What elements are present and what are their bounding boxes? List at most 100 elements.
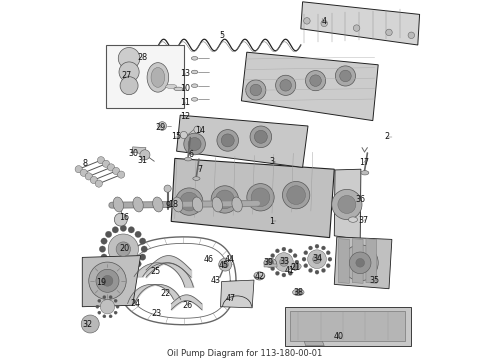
Text: 25: 25 [150,267,160,276]
Circle shape [310,75,321,86]
Circle shape [315,270,319,274]
Circle shape [315,244,319,248]
Circle shape [342,245,378,281]
Ellipse shape [166,84,176,89]
Text: 26: 26 [182,301,193,310]
Circle shape [356,258,365,267]
Circle shape [100,300,115,314]
Circle shape [90,176,98,184]
Circle shape [89,262,126,300]
Text: 31: 31 [137,156,147,165]
Circle shape [80,169,87,176]
Ellipse shape [192,197,203,212]
Text: 47: 47 [225,294,236,302]
Circle shape [140,238,146,244]
Text: 23: 23 [152,309,162,318]
Circle shape [119,62,139,82]
Polygon shape [339,239,349,283]
Circle shape [112,265,119,271]
Circle shape [328,257,332,261]
Circle shape [108,234,139,264]
Ellipse shape [192,57,198,60]
Text: 35: 35 [369,276,380,284]
Ellipse shape [192,70,198,74]
Circle shape [101,254,107,260]
Text: 46: 46 [204,256,214,264]
Text: 11: 11 [181,98,191,107]
Ellipse shape [185,157,192,161]
Circle shape [141,246,147,252]
Ellipse shape [172,197,183,212]
Circle shape [135,231,141,238]
Polygon shape [82,256,141,307]
Ellipse shape [113,197,123,212]
Circle shape [184,133,205,155]
Text: Oil Pump Diagram for 113-180-00-01: Oil Pump Diagram for 113-180-00-01 [168,349,322,358]
Text: 14: 14 [195,126,205,135]
Circle shape [105,261,112,267]
Text: 34: 34 [312,254,322,263]
Circle shape [99,246,106,252]
Circle shape [107,164,115,171]
Text: 33: 33 [280,256,290,265]
Text: 44: 44 [225,256,235,264]
Text: 30: 30 [128,149,138,158]
Circle shape [305,71,326,91]
Circle shape [275,75,296,95]
Text: 41: 41 [285,266,295,275]
Text: 15: 15 [172,132,182,141]
Circle shape [140,254,146,260]
Circle shape [282,247,286,251]
Circle shape [304,18,310,24]
Circle shape [349,252,371,274]
Text: 6: 6 [189,150,194,159]
Circle shape [118,48,140,69]
Circle shape [247,184,274,211]
Circle shape [338,195,356,213]
Text: 16: 16 [120,213,129,222]
Polygon shape [334,237,392,289]
Circle shape [128,227,134,233]
Circle shape [293,264,299,269]
Circle shape [326,264,330,268]
Circle shape [217,130,239,151]
Ellipse shape [151,68,165,87]
Polygon shape [176,115,308,167]
Circle shape [304,264,308,268]
Circle shape [221,134,234,147]
Circle shape [114,213,127,226]
Circle shape [188,138,201,150]
Circle shape [267,259,274,266]
Text: 3: 3 [270,157,274,166]
Ellipse shape [348,217,358,222]
Circle shape [275,249,279,253]
Circle shape [75,166,82,173]
Ellipse shape [254,272,265,279]
Circle shape [321,20,327,27]
Circle shape [85,173,92,180]
Text: 28: 28 [137,53,147,62]
Text: 19: 19 [96,278,106,287]
Circle shape [280,80,292,91]
Circle shape [116,305,119,308]
Text: 40: 40 [334,332,343,341]
Text: 9: 9 [165,201,170,210]
Ellipse shape [291,263,301,270]
Circle shape [289,249,293,253]
Polygon shape [301,2,419,45]
Circle shape [222,261,228,268]
Circle shape [321,246,325,250]
Circle shape [313,255,321,264]
Text: 21: 21 [291,263,300,271]
Circle shape [101,238,107,244]
Text: 32: 32 [82,320,93,329]
Circle shape [309,269,313,273]
Polygon shape [242,52,378,121]
Circle shape [216,190,234,209]
Circle shape [251,188,270,207]
Circle shape [164,185,171,192]
Text: 39: 39 [263,258,273,267]
Circle shape [295,289,301,295]
Circle shape [194,126,201,133]
Polygon shape [285,307,411,346]
